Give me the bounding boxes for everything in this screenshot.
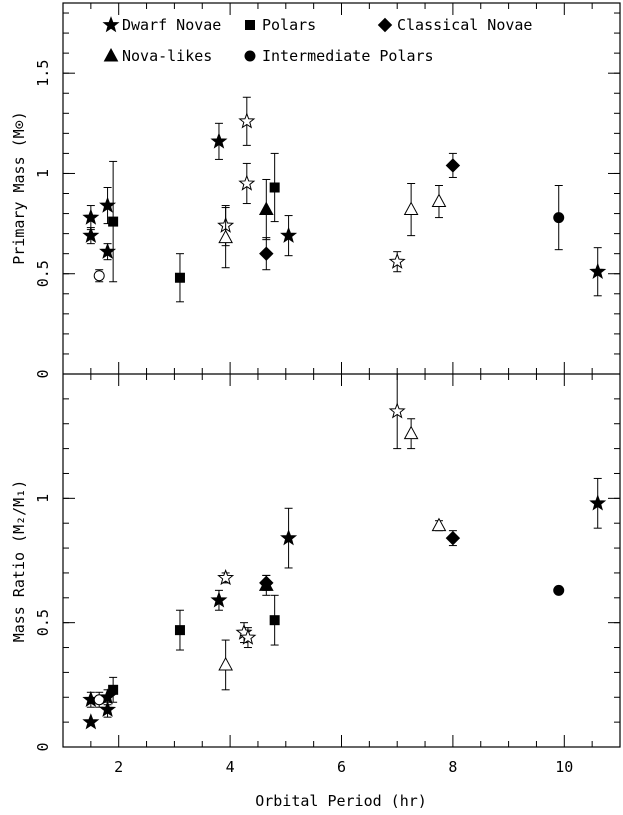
y-tick-label-top: 1 (34, 169, 52, 178)
y-tick-label-bottom: 0 (34, 742, 52, 751)
x-tick-label: 10 (555, 758, 573, 776)
point-top-diamond (445, 158, 461, 173)
point-top-star (280, 226, 298, 243)
axis-ticks (62, 3, 621, 748)
point-top-diamond (259, 246, 274, 261)
y-tick-label-top: 0 (34, 369, 52, 378)
data-points (82, 96, 607, 730)
tick-labels: 0 0.5 1 1.5 0 0.5 1 2 4 6 8 10 (34, 60, 573, 776)
legend-marker-star (102, 16, 120, 33)
y-tick-label-bottom: 1 (34, 494, 52, 503)
point-bottom-square (269, 615, 280, 626)
point-bottom-triangle (403, 425, 419, 440)
point-top-star (388, 252, 406, 269)
legend-marker-diamond (377, 17, 393, 33)
x-tick-label: 2 (114, 758, 123, 776)
point-bottom-star (82, 713, 100, 730)
point-bottom-diamond (259, 575, 274, 591)
y-tick-label-top: 0.5 (34, 260, 52, 287)
point-top-circle (553, 212, 565, 224)
point-bottom-square (174, 625, 185, 636)
legend-marker-square (245, 20, 255, 30)
legend-label-square: Polars (262, 16, 316, 34)
point-bottom-star (280, 529, 298, 546)
point-bottom-star (217, 568, 235, 586)
point-top-square (174, 272, 185, 283)
x-tick-label: 8 (448, 758, 457, 776)
point-bottom-star (589, 494, 607, 511)
point-bottom-circle (553, 584, 565, 596)
y-tick-label-bottom: 0.5 (34, 609, 52, 636)
legend-item-square: Polars (245, 16, 316, 34)
point-top-triangle (218, 229, 233, 244)
legend-marker-triangle (103, 47, 119, 62)
point-top-star (589, 262, 607, 279)
point-bottom-star (99, 700, 117, 717)
point-top-star (238, 112, 256, 129)
point-top-star (82, 226, 100, 243)
legend-label-triangle: Nova-likes (122, 47, 212, 65)
point-bottom-star (239, 628, 257, 645)
x-tick-label: 6 (337, 758, 346, 776)
legend-label-star: Dwarf Novae (122, 16, 221, 34)
legend: Dwarf Novae Polars Classical Novae Nova-lik… (102, 16, 532, 65)
legend-item-circle: Intermediate Polars (244, 47, 434, 65)
point-bottom-diamond (445, 530, 461, 546)
point-top-star (82, 208, 100, 225)
point-top-triangle (403, 201, 419, 216)
point-bottom-star (210, 591, 228, 608)
y-tick-label-top: 1.5 (34, 60, 52, 87)
legend-item-star: Dwarf Novae (102, 16, 221, 34)
legend-item-diamond: Classical Novae (377, 16, 532, 34)
point-top-square (269, 182, 280, 193)
point-bottom-star (388, 402, 406, 419)
x-axis-label: Orbital Period (hr) (255, 792, 427, 810)
point-top-star (238, 174, 256, 191)
point-top-star (210, 132, 228, 149)
y-axis-label-top: Primary Mass (M⊙) (10, 111, 28, 265)
point-bottom-triangle (218, 656, 233, 671)
point-bottom-square (108, 684, 119, 695)
legend-marker-circle (244, 50, 256, 62)
point-bottom-triangle (431, 517, 447, 532)
point-top-triangle (258, 201, 274, 216)
point-top-circle (93, 270, 105, 282)
x-tick-label: 4 (226, 758, 235, 776)
legend-label-circle: Intermediate Polars (262, 47, 434, 65)
legend-label-diamond: Classical Novae (397, 16, 532, 34)
point-top-triangle (431, 193, 447, 208)
legend-item-triangle: Nova-likes (103, 47, 212, 65)
y-axis-label-bottom: Mass Ratio (M₂/M₁) (10, 480, 28, 643)
point-top-square (108, 216, 119, 227)
